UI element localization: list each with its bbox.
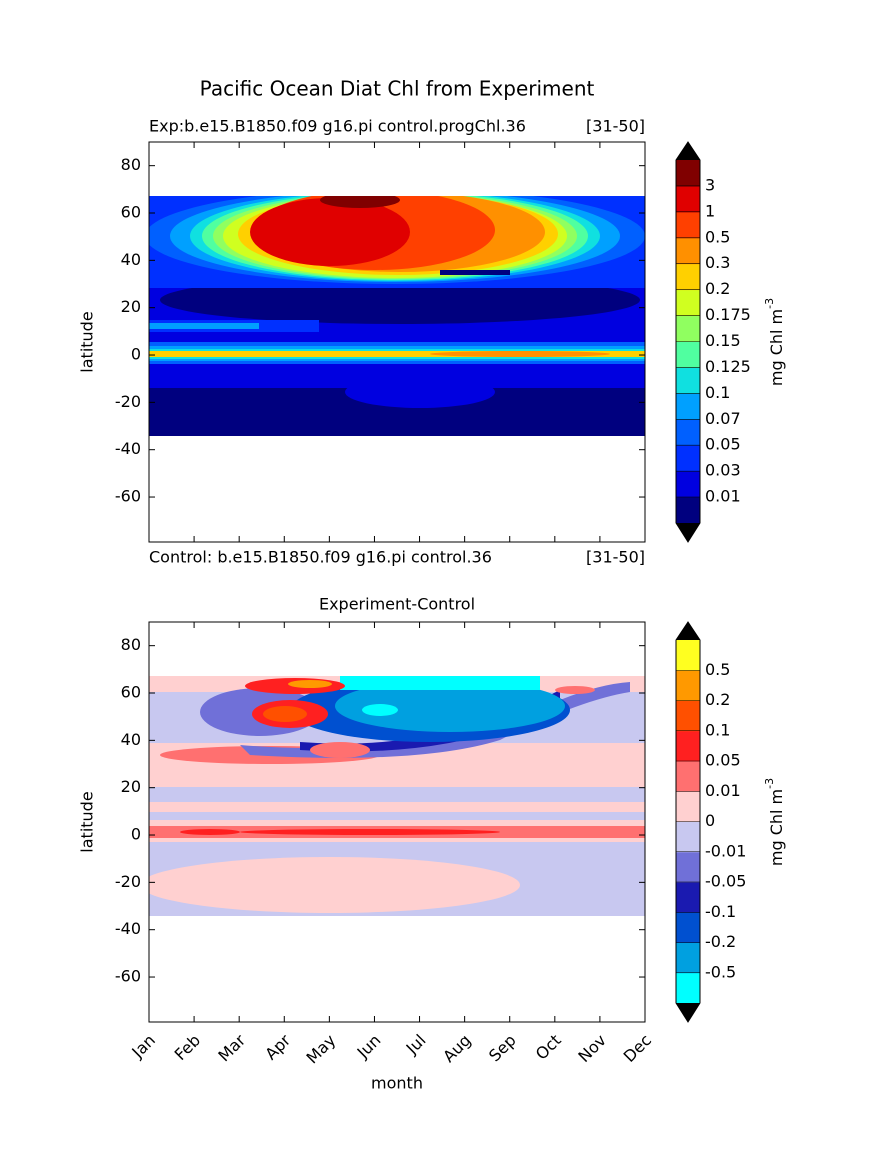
y-tick-label: -60 xyxy=(115,487,141,506)
colorbar-tick-label: 0.07 xyxy=(705,409,741,428)
colorbar-tick-label: 0.125 xyxy=(705,357,751,376)
y-tick-label: 0 xyxy=(131,825,141,844)
colorbar-segment xyxy=(676,393,700,420)
subtitle-right: [31-50] xyxy=(586,117,645,136)
y-axis-label: latitude xyxy=(78,311,97,372)
colorbar-tick-label: -0.5 xyxy=(705,962,736,981)
plot-frame xyxy=(148,621,646,1023)
colorbar-segment xyxy=(676,640,700,671)
colorbar-tick-label: 0.1 xyxy=(705,720,730,739)
colorbar-tick-label: 0.05 xyxy=(705,435,741,454)
colorbar-segment xyxy=(676,419,700,446)
colorbar-extend-max xyxy=(676,622,700,640)
colorbar-segment xyxy=(676,700,700,732)
colorbar-extend-min xyxy=(676,523,700,542)
colorbar-label-text: mg Chl m xyxy=(767,789,786,866)
colorbar-segment xyxy=(676,341,700,368)
colorbar-label-sup: -3 xyxy=(763,778,776,789)
colorbar-tick-label: 0.5 xyxy=(705,660,730,679)
colorbar-tick-label: -0.1 xyxy=(705,902,736,921)
colorbar-tick-label: 0.01 xyxy=(705,487,741,506)
colorbar-segment xyxy=(676,972,700,1004)
y-tick-label: 40 xyxy=(121,250,141,269)
y-tick-label: 60 xyxy=(121,203,141,222)
colorbar-label: mg Chl m-3 xyxy=(763,778,786,866)
colorbar-tick-label: -0.05 xyxy=(705,872,746,891)
colorbar-segment xyxy=(676,471,700,498)
colorbar-label: mg Chl m-3 xyxy=(763,298,786,386)
colorbar-tick-label: 0.5 xyxy=(705,227,730,246)
colorbar-segment xyxy=(676,882,700,913)
colorbar-label-sup: -3 xyxy=(763,298,776,309)
y-tick-label: -20 xyxy=(115,392,141,411)
colorbar-tick-label: 0.1 xyxy=(705,383,730,402)
colorbar-segment xyxy=(676,942,700,974)
colorbar-segment xyxy=(676,367,700,394)
colorbar-tick-label: 0.2 xyxy=(705,279,730,298)
colorbar-tick-label: -0.2 xyxy=(705,932,736,951)
colorbar-tick-label: 0.175 xyxy=(705,305,751,324)
colorbar-segment xyxy=(676,912,700,943)
colorbar-frame xyxy=(675,621,701,1023)
colorbar-segment xyxy=(676,761,700,792)
colorbar-extend-max xyxy=(676,142,700,160)
y-tick-label: -40 xyxy=(115,439,141,458)
colorbar-tick-label: 0.01 xyxy=(705,781,741,800)
colorbar-tick-label: 0 xyxy=(705,811,715,830)
y-tick-label: 20 xyxy=(121,297,141,316)
colorbar-segment xyxy=(676,289,700,317)
figure-title: Pacific Ocean Diat Chl from Experiment xyxy=(200,77,595,101)
x-axis-label: month xyxy=(371,1074,423,1093)
colorbar-extend-min xyxy=(676,1003,700,1022)
colorbar-tick-label: 0.03 xyxy=(705,461,741,480)
colorbar-segment xyxy=(676,211,700,239)
y-tick-label: 80 xyxy=(121,635,141,654)
colorbar-segment xyxy=(676,315,700,342)
colorbar-segment xyxy=(676,263,700,291)
colorbar-tick-label: 1 xyxy=(705,201,715,220)
colorbar-segment xyxy=(676,445,700,472)
y-axis-label: latitude xyxy=(78,791,97,852)
colorbar-segment xyxy=(676,185,700,213)
colorbar-segment xyxy=(676,730,700,762)
y-tick-label: -20 xyxy=(115,872,141,891)
contour-field xyxy=(149,676,645,916)
y-tick-label: 20 xyxy=(121,777,141,796)
y-tick-label: 0 xyxy=(131,345,141,364)
y-tick-label: 40 xyxy=(121,730,141,749)
colorbar-segment xyxy=(676,160,700,187)
colorbar-segment xyxy=(676,670,700,701)
contour-field xyxy=(149,196,645,436)
colorbar-tick-label: 0.2 xyxy=(705,690,730,709)
colorbar-segment xyxy=(676,821,700,853)
footer: Control: b.e15.B1850.f09 g16.pi control.… xyxy=(149,548,492,567)
panel-title: Experiment-Control xyxy=(319,595,475,614)
colorbar-tick-label: 3 xyxy=(705,175,715,194)
y-tick-label: 60 xyxy=(121,683,141,702)
footer-right: [31-50] xyxy=(586,548,645,567)
y-tick-label: -40 xyxy=(115,919,141,938)
colorbar-tick-label: 0.15 xyxy=(705,331,741,350)
colorbar-tick-label: 0.3 xyxy=(705,253,730,272)
colorbar-segment xyxy=(676,237,700,265)
colorbar-label-text: mg Chl m xyxy=(767,309,786,386)
colorbar-tick-label: -0.01 xyxy=(705,841,746,860)
colorbar-segment xyxy=(676,851,700,883)
y-tick-label: 80 xyxy=(121,155,141,174)
colorbar-segment xyxy=(676,497,700,524)
colorbar-tick-label: 0.05 xyxy=(705,751,741,770)
colorbar-frame xyxy=(675,141,701,543)
subtitle: Exp:b.e15.B1850.f09 g16.pi control.progC… xyxy=(149,117,526,136)
colorbar-segment xyxy=(676,791,700,822)
y-tick-label: -60 xyxy=(115,967,141,986)
plot-frame xyxy=(148,141,646,543)
